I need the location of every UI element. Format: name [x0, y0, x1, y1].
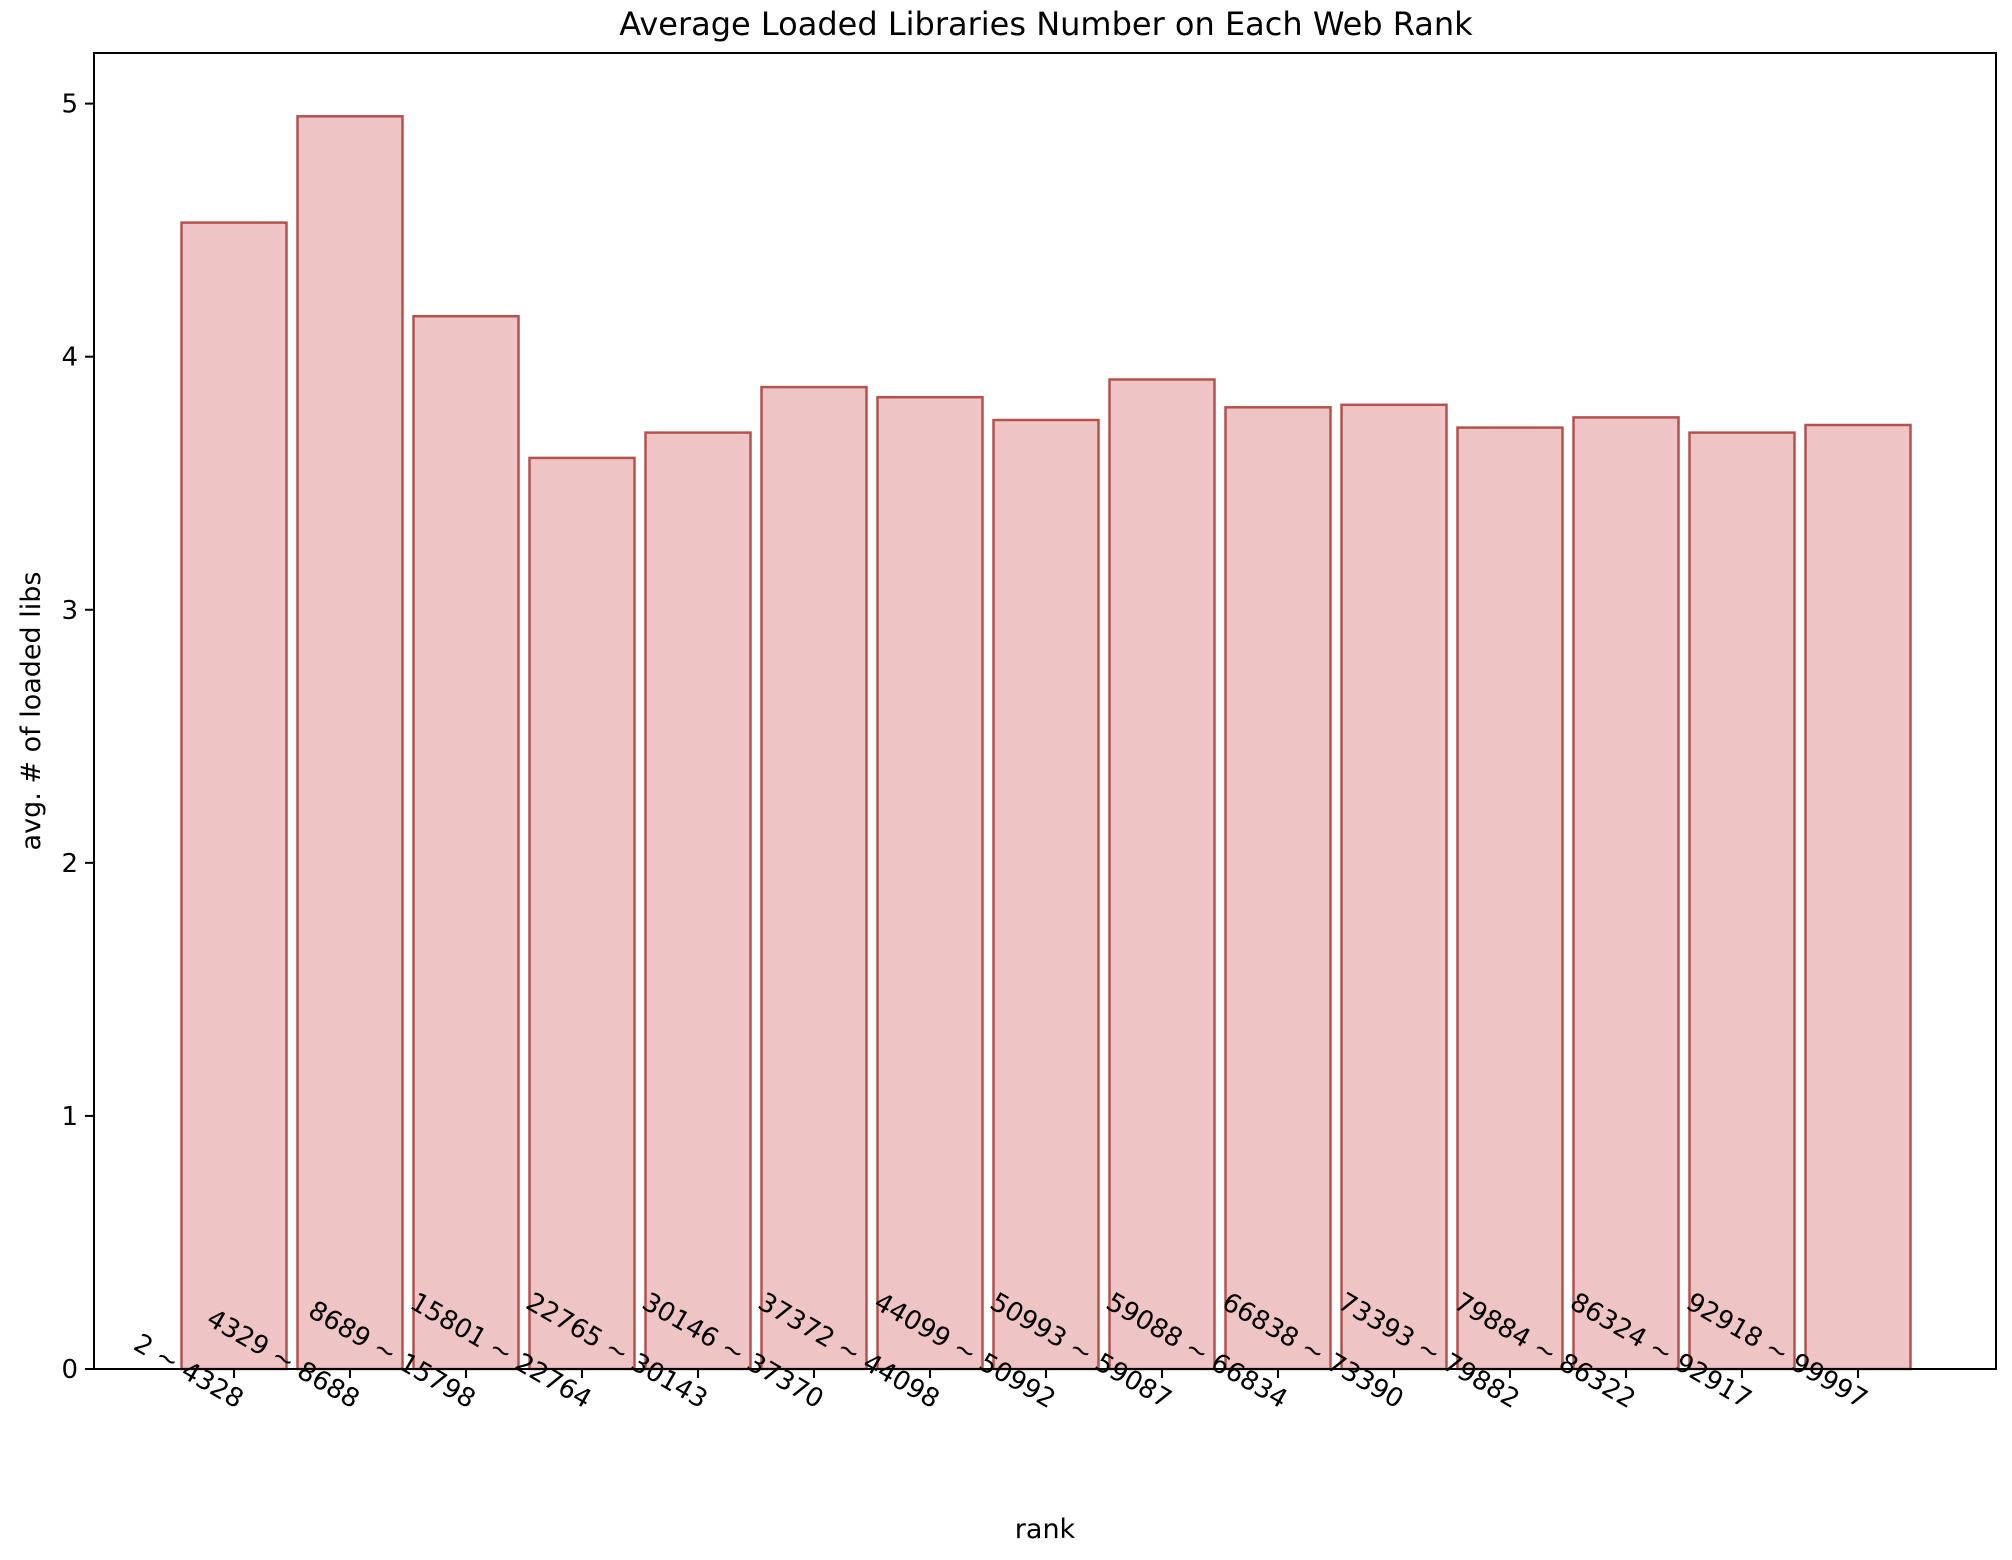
y-tick-label: 5	[61, 90, 78, 120]
bar-3	[528, 456, 636, 1371]
bar-2	[412, 314, 520, 1371]
bar-0	[180, 221, 288, 1371]
y-tick-label: 3	[61, 596, 78, 626]
bar-5	[760, 385, 868, 1371]
y-tick-label: 0	[61, 1355, 78, 1385]
bar-12	[1572, 416, 1680, 1371]
bar-9	[1224, 406, 1332, 1371]
bar-6	[876, 395, 984, 1371]
x-axis-label: rank	[1015, 1514, 1076, 1545]
bar-14	[1804, 423, 1912, 1371]
y-axis: 0 1 2 3 4 5	[61, 90, 94, 1385]
bar-10	[1340, 403, 1448, 1371]
bar-4	[644, 431, 752, 1371]
y-tick-label: 1	[61, 1102, 78, 1132]
bar-11	[1456, 426, 1564, 1371]
plot-frame	[93, 52, 1997, 1370]
y-axis-label: avg. # of loaded libs	[16, 572, 47, 851]
bar-13	[1688, 431, 1796, 1371]
bars-layer	[180, 115, 1912, 1371]
chart-title: Average Loaded Libraries Number on Each …	[619, 5, 1473, 43]
y-tick-label: 4	[61, 343, 78, 373]
bar-7	[992, 418, 1100, 1371]
bar-1	[296, 115, 404, 1371]
bar-8	[1108, 378, 1216, 1371]
y-tick-label: 2	[61, 849, 78, 879]
